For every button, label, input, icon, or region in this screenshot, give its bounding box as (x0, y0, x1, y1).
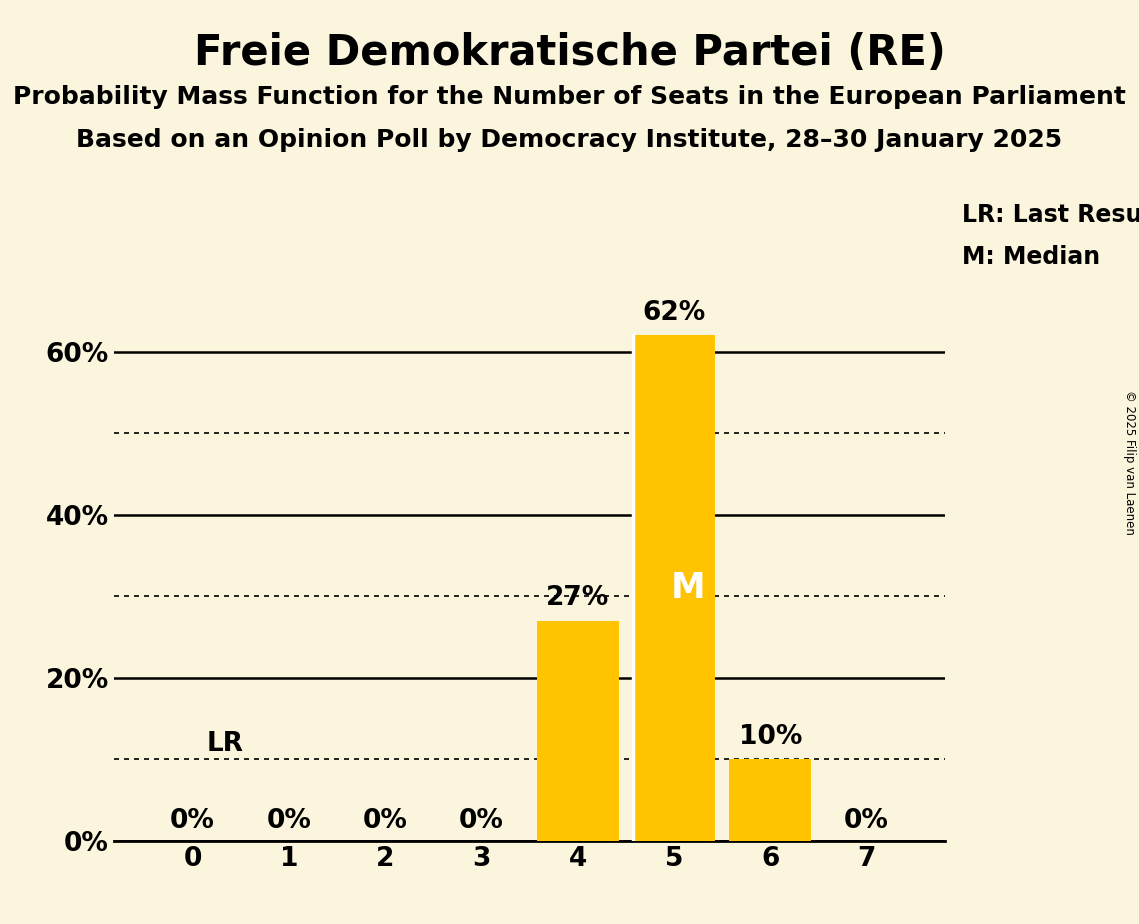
Text: 27%: 27% (547, 585, 609, 611)
Text: 10%: 10% (739, 723, 802, 749)
Text: Probability Mass Function for the Number of Seats in the European Parliament: Probability Mass Function for the Number… (13, 85, 1126, 109)
Text: 0%: 0% (844, 808, 890, 834)
Text: M: Median: M: Median (962, 245, 1100, 269)
Text: 0%: 0% (267, 808, 311, 834)
Text: Based on an Opinion Poll by Democracy Institute, 28–30 January 2025: Based on an Opinion Poll by Democracy In… (76, 128, 1063, 152)
Text: 62%: 62% (642, 299, 706, 325)
Text: 0%: 0% (459, 808, 503, 834)
Bar (536, 621, 618, 841)
Text: LR: Last Result: LR: Last Result (962, 203, 1139, 227)
Text: LR: LR (207, 731, 244, 757)
Text: 0%: 0% (362, 808, 408, 834)
Bar (633, 335, 715, 841)
Text: © 2025 Filip van Laenen: © 2025 Filip van Laenen (1123, 390, 1137, 534)
Text: 0%: 0% (170, 808, 215, 834)
Text: Freie Demokratische Partei (RE): Freie Demokratische Partei (RE) (194, 32, 945, 74)
Bar (729, 760, 811, 841)
Text: M: M (671, 571, 706, 605)
